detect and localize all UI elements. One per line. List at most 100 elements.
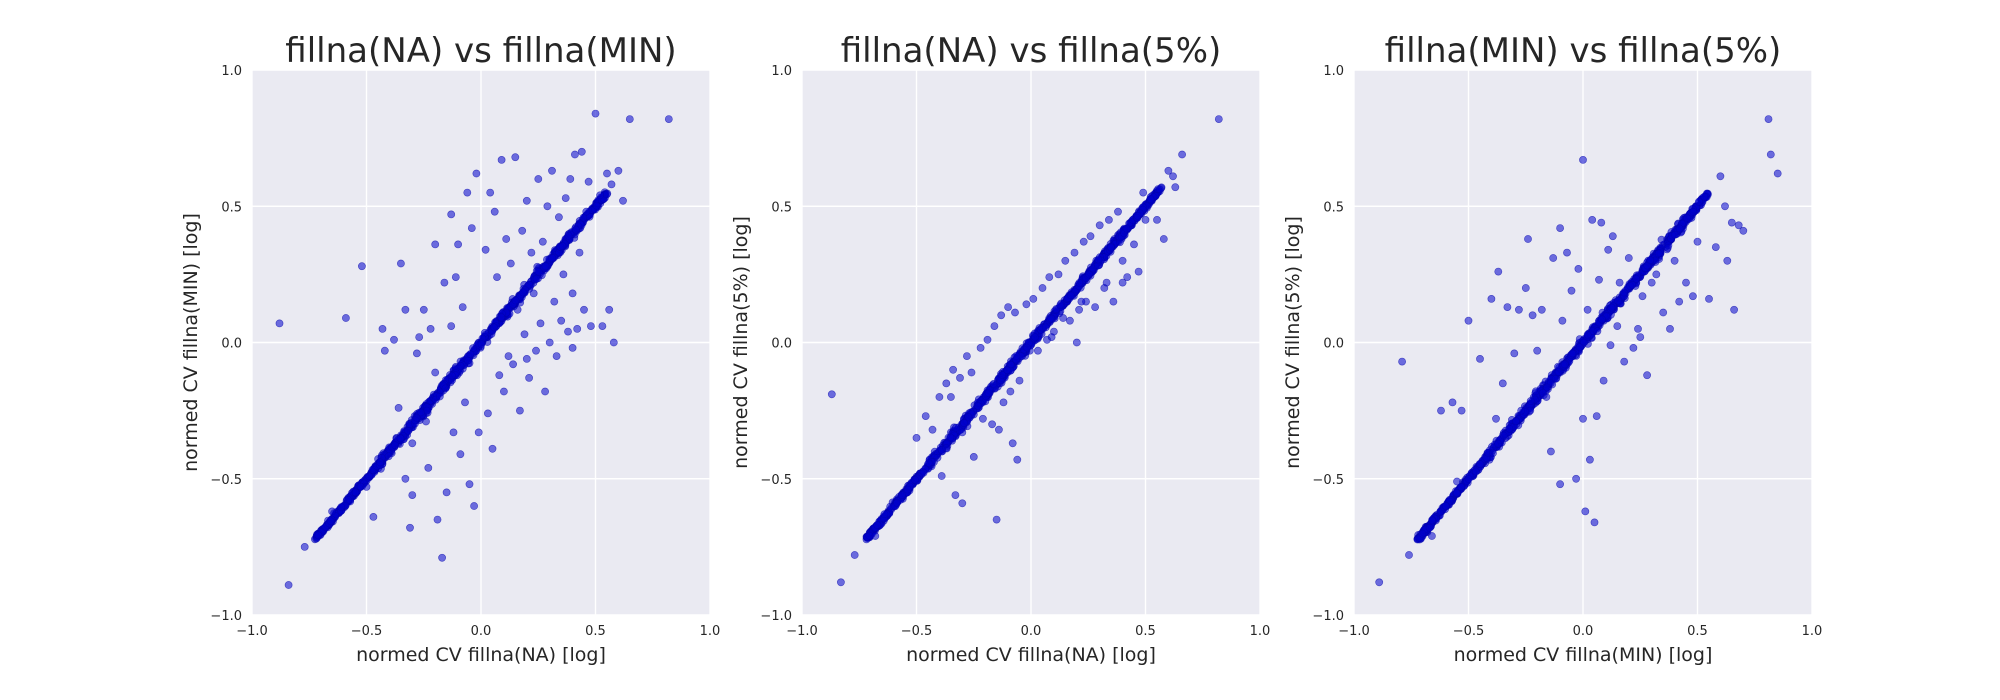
data-point [419, 305, 428, 314]
y-tick-label: 1.0 [1323, 64, 1344, 79]
chart-panel-1: −1.0 −0.5 0.0 0.5 1.0 −1.0 −0.5 0.0 0.5 1.0 fillna… [180, 31, 720, 666]
data-point [1613, 322, 1622, 330]
data-point [1682, 278, 1690, 287]
data-point [341, 314, 350, 322]
data-point [1595, 275, 1603, 284]
data-point [538, 237, 547, 246]
x-axis-label: normed CV fillna(NA) [log] [356, 644, 606, 666]
data-point [1075, 278, 1084, 287]
data-point [284, 581, 293, 589]
data-point [1568, 349, 1577, 358]
data-point [850, 551, 859, 559]
y-tick-label: 0.5 [221, 200, 242, 215]
data-point [493, 273, 501, 281]
data-point [525, 280, 533, 289]
data-point [1437, 406, 1445, 415]
data-point [557, 316, 566, 325]
x-tick-label: 1.0 [1250, 624, 1271, 639]
data-point [587, 322, 595, 330]
data-point [1579, 155, 1587, 164]
data-point [910, 475, 919, 484]
data-point [591, 109, 600, 118]
x-tick-label: −0.5 [1453, 624, 1485, 639]
data-point [997, 311, 1006, 320]
data-point [516, 406, 524, 415]
data-point [406, 523, 414, 532]
data-point [1581, 507, 1590, 516]
y-tick-label: −1.0 [210, 609, 242, 624]
data-point [1077, 297, 1086, 306]
data-point [447, 210, 456, 219]
data-point [1094, 255, 1103, 264]
data-point [1766, 150, 1775, 159]
data-point [958, 428, 967, 437]
data-point [1141, 215, 1150, 224]
data-point [880, 510, 889, 519]
data-point [619, 196, 627, 205]
data-point [1646, 256, 1655, 264]
data-point [1106, 243, 1115, 251]
data-point [988, 420, 996, 429]
data-point [1086, 232, 1095, 241]
data-point [1695, 197, 1703, 206]
data-point [527, 248, 536, 257]
data-point [1558, 316, 1567, 325]
data-point [545, 338, 554, 347]
data-point [1503, 303, 1512, 311]
data-point [1476, 460, 1485, 468]
data-point [1045, 273, 1054, 281]
x-tick-label: 0.5 [1135, 624, 1156, 639]
data-point [1515, 305, 1523, 314]
data-point [488, 444, 497, 453]
data-point [1666, 324, 1674, 333]
data-point [1047, 333, 1056, 341]
data-point [958, 499, 967, 508]
data-point [431, 368, 440, 377]
data-point [1586, 455, 1594, 464]
data-point [1533, 346, 1542, 355]
data-point [509, 360, 517, 369]
x-axis-label: normed CV fillna(NA) [log] [906, 644, 1156, 666]
data-point [1574, 264, 1583, 273]
data-point [536, 319, 545, 328]
data-point [974, 402, 983, 411]
data-point [1583, 330, 1592, 339]
data-point [520, 330, 529, 339]
data-point [1489, 449, 1497, 457]
y-tick-label: 0.0 [1323, 337, 1344, 352]
data-point [1061, 256, 1070, 265]
data-point [1572, 474, 1580, 483]
data-point [1428, 532, 1436, 540]
data-point [456, 450, 465, 459]
data-point [1139, 188, 1148, 197]
data-point [1122, 224, 1131, 233]
data-point [1560, 360, 1569, 369]
data-point [463, 188, 472, 197]
data-point [1085, 270, 1093, 279]
data-point [990, 322, 999, 330]
data-point [1123, 273, 1132, 281]
data-point [983, 335, 992, 344]
data-point [1521, 284, 1530, 292]
data-point [921, 412, 930, 420]
data-point [1011, 308, 1019, 317]
data-point [1130, 240, 1138, 249]
data-point [1095, 221, 1104, 230]
chart-panel-3: −1.0 −0.5 0.0 0.5 1.0 −1.0 −0.5 0.0 0.5 1.0 fillna… [1282, 31, 1822, 666]
chart-title: fillna(NA) vs fillna(MIN) [285, 31, 676, 71]
data-point [511, 153, 520, 162]
data-point [575, 248, 584, 257]
data-point [401, 305, 410, 314]
y-tick-label: 1.0 [771, 64, 792, 79]
data-point [1510, 349, 1519, 358]
data-point [461, 398, 469, 407]
data-point [1056, 301, 1065, 309]
data-point [415, 333, 424, 341]
data-point [1620, 357, 1629, 366]
data-point [1499, 431, 1508, 440]
data-point [1134, 267, 1143, 276]
y-axis-label: normed CV fillna(5%) [log] [1282, 216, 1304, 469]
data-point [497, 313, 506, 321]
y-tick-label: −1.0 [1312, 609, 1344, 624]
data-point [1608, 232, 1617, 241]
